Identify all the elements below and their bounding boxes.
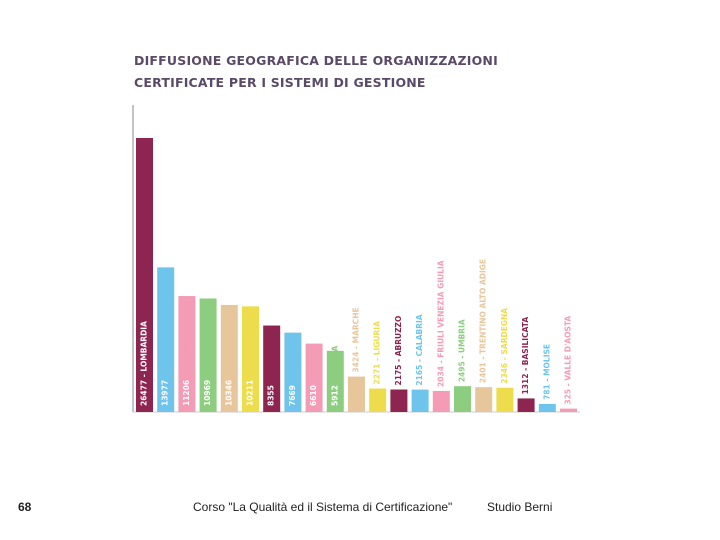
bar-value-label-18: 1312 [521, 374, 530, 395]
bar-category-label-12: - ABRUZZO [394, 316, 403, 365]
bar-category-label-0: - LOMBARDIA [140, 321, 149, 380]
bar-12 [390, 389, 408, 412]
bar-label-17: 2346 - SARDEGNA [500, 308, 509, 384]
bar-value-label-8: 6610 [309, 385, 318, 406]
bar-18 [517, 398, 535, 412]
bar-0 [136, 138, 153, 412]
bar-category-label-16: - TRENTINO ALTO ADIGE [479, 259, 488, 362]
bar-label-15: 2495 - UMBRIA [458, 319, 467, 382]
bar-value-label-7: 7669 [288, 385, 297, 406]
page-number: 68 [18, 500, 32, 514]
bar-label-6: 8355 - TOSCANA [267, 336, 276, 406]
bar-11 [369, 388, 387, 412]
bar-value-label-6: 8355 [267, 385, 276, 406]
bar-category-label-20: - VALLE D'AOSTA [564, 316, 573, 389]
bar-label-20: 325 - VALLE D'AOSTA [564, 316, 573, 405]
bar-category-label-7: - SICILIA [288, 347, 297, 385]
bar-10 [348, 376, 365, 412]
bar-value-label-2: 11206 [182, 380, 191, 406]
bar-6 [263, 325, 281, 412]
bar-label-14: 2034 - FRIULI VENEZIA GIULIA [436, 260, 445, 387]
bar-category-label-6: - TOSCANA [267, 336, 276, 385]
bar-category-label-9: - PUGLIA [330, 345, 339, 385]
bar-label-12: 2175 - ABRUZZO [394, 316, 403, 386]
bar-value-label-1: 13977 [161, 380, 170, 406]
bar-category-label-15: - UMBRIA [458, 319, 467, 361]
bar-20 [560, 408, 577, 412]
bar-value-label-17: 2346 [500, 363, 509, 384]
bar-label-1: 13977 - VENETO [161, 338, 170, 406]
bar-value-label-16: 2401 [479, 362, 488, 383]
bar-9 [326, 350, 344, 412]
bar-label-19: 781 - MOLISE [542, 344, 551, 400]
chart-title-line-1: DIFFUSIONE GEOGRAFICA DELLE ORGANIZZAZIO… [134, 53, 498, 68]
bar-category-label-2: - EMILIA ROMAGNA [182, 296, 191, 380]
bar-3 [199, 298, 217, 412]
bar-value-label-14: 2034 [436, 366, 445, 387]
bar-5 [242, 306, 259, 412]
bar-17 [496, 387, 514, 412]
bar-label-13: 2165 - CALABRIA [415, 314, 424, 385]
bar-2 [178, 296, 196, 412]
bar-19 [538, 403, 556, 412]
bar-value-label-9: 5912 [330, 385, 339, 406]
bar-category-label-14: - FRIULI VENEZIA GIULIA [436, 260, 445, 366]
bar-category-label-17: - SARDEGNA [500, 308, 509, 363]
bar-category-label-1: - VENETO [161, 338, 170, 380]
bar-category-label-3: - LAZIO [203, 346, 212, 380]
bar-category-label-18: - BASILICATA [521, 317, 530, 374]
chart-title-line-2: CERTIFICATE PER I SISTEMI DI GESTIONE [134, 75, 426, 90]
bar-category-label-19: - MOLISE [542, 344, 551, 384]
bar-label-0: 26477 - LOMBARDIA [140, 321, 149, 406]
bar-value-label-12: 2175 [394, 365, 403, 386]
bar-13 [411, 389, 429, 412]
bar-value-label-11: 2271 [373, 364, 382, 385]
bar-label-5: 10211 - PIEMONTE [246, 328, 255, 406]
bar-value-label-15: 2495 [458, 361, 467, 382]
bar-label-2: 11206 - EMILIA ROMAGNA [182, 296, 191, 406]
bar-category-label-11: - LIGURIA [373, 321, 382, 364]
bar-label-10: 3424 - MARCHE [352, 307, 361, 372]
bar-category-label-8: - ESTERO [309, 344, 318, 385]
bar-15 [454, 386, 471, 412]
bar-label-18: 1312 - BASILICATA [521, 317, 530, 395]
bar-label-11: 2271 - LIGURIA [373, 321, 382, 385]
bar-value-label-13: 2165 [415, 365, 424, 386]
bar-value-label-4: 10346 [224, 380, 233, 406]
bar-1 [157, 267, 175, 412]
bar-8 [305, 343, 323, 412]
bar-value-label-0: 26477 [140, 380, 149, 406]
bar-4 [220, 304, 238, 412]
bar-category-label-13: - CALABRIA [415, 314, 424, 365]
bar-label-16: 2401 - TRENTINO ALTO ADIGE [479, 259, 488, 383]
bar-value-label-10: 3424 [352, 352, 361, 373]
bar-value-label-20: 325 [564, 389, 573, 405]
bar-14 [432, 390, 450, 412]
bar-category-label-4: - CAMPANIA [224, 327, 233, 380]
bar-16 [475, 387, 493, 412]
bar-label-3: 10969 - LAZIO [203, 346, 212, 406]
chart-title: DIFFUSIONE GEOGRAFICA DELLE ORGANIZZAZIO… [134, 50, 498, 94]
bar-value-label-3: 10969 [203, 380, 212, 406]
bar-label-7: 7669 - SICILIA [288, 347, 297, 406]
bar-value-label-5: 10211 [246, 380, 255, 406]
bar-label-9: 5912 - PUGLIA [330, 345, 339, 406]
bar-label-4: 10346 - CAMPANIA [224, 327, 233, 406]
author-name: Studio Berni [487, 500, 553, 514]
bar-category-label-10: - MARCHE [352, 307, 361, 351]
bar-value-label-19: 781 [542, 384, 551, 400]
course-title: Corso "La Qualità ed il Sistema di Certi… [193, 500, 453, 514]
bar-label-8: 6610 - ESTERO [309, 344, 318, 406]
bar-category-label-5: - PIEMONTE [246, 328, 255, 380]
bar-7 [284, 332, 302, 412]
